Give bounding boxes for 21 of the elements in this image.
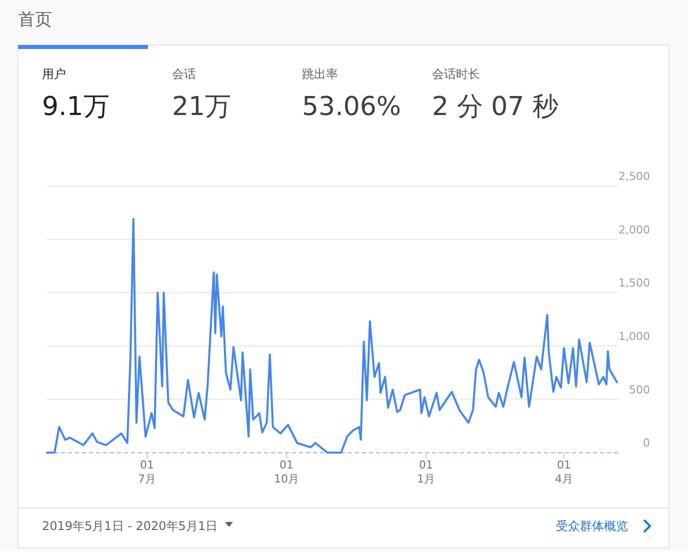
x-tick-label: 01 4月	[554, 458, 573, 486]
y-tick-label: 0	[643, 436, 650, 450]
y-tick-label: 1,500	[618, 276, 650, 290]
text: 2019年5月1日 - 2020年5月1日	[42, 519, 218, 533]
y-tick-label: 1,000	[618, 330, 650, 343]
x-tick-label: 01 10月	[274, 458, 300, 486]
y-tick-label: 2,000	[618, 223, 650, 236]
x-tick-label: 01 1月	[416, 458, 435, 486]
text: 2 分 07 秒	[432, 92, 558, 122]
y-tick-label: 2,500	[618, 170, 650, 183]
text: 跳出率	[302, 67, 338, 81]
x-tick-label: 01 7月	[138, 458, 156, 486]
text: 会话时长	[432, 67, 480, 81]
text: 9.1万	[42, 92, 110, 122]
text: 会话	[172, 67, 196, 81]
chart-title: 首页	[18, 10, 52, 30]
text: 受众群体概览	[556, 519, 628, 533]
y-tick-label: 500	[629, 383, 650, 396]
text: 21万	[172, 92, 232, 122]
text: 53.06%	[302, 92, 402, 122]
text: 用户	[42, 67, 66, 81]
